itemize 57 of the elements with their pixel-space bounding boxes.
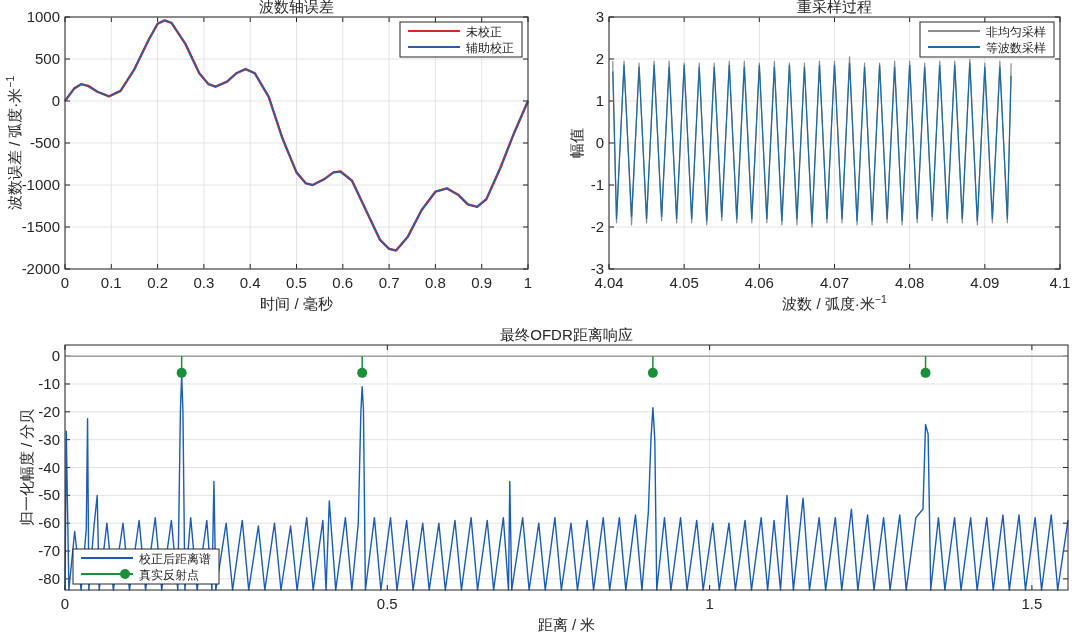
y-tick-label: -80 <box>38 569 60 587</box>
legend-label: 辅助校正 <box>466 41 514 55</box>
x-tick-label: 4.09 <box>970 274 1000 291</box>
x-tick-label: 0.1 <box>100 274 122 291</box>
y-tick-label: -60 <box>38 514 60 532</box>
legend-label: 非均匀采样 <box>986 25 1046 39</box>
y-tick-label: 2 <box>595 50 604 67</box>
y-tick-label: -40 <box>38 458 60 476</box>
legend-label: 等波数采样 <box>986 41 1046 55</box>
x-tick-label: 4.05 <box>669 274 699 291</box>
x-axis-title: 波数 / 弧度·米$^{−1}$ <box>782 293 887 312</box>
x-tick-label: 0.4 <box>239 274 261 291</box>
y-tick-label: -1500 <box>21 218 60 235</box>
y-tick-label: 3 <box>595 8 604 25</box>
y-tick-label: -70 <box>38 542 60 560</box>
y-tick-label: 1 <box>595 92 604 109</box>
legend-label: 未校正 <box>466 25 502 39</box>
y-tick-label: -3 <box>590 260 604 277</box>
x-tick-label: 0.9 <box>471 274 493 291</box>
y-axis-title: 幅值 <box>568 128 585 158</box>
x-tick-label: 4.08 <box>895 274 925 291</box>
chart-title: 最终OFDR距离响应 <box>500 326 633 343</box>
y-tick-label: -2 <box>590 218 604 235</box>
x-tick-label: 4.07 <box>819 274 850 291</box>
y-tick-label: -30 <box>38 430 60 448</box>
y-tick-label: 0 <box>51 347 60 365</box>
x-tick-label: 0.2 <box>147 274 169 291</box>
y-tick-label: -500 <box>29 134 60 151</box>
x-tick-label: 0.5 <box>376 595 398 612</box>
y-axis-title: 归一化幅度 / 分贝 <box>18 408 35 527</box>
x-tick-label: 0.8 <box>424 274 446 291</box>
chart-title: 重采样过程 <box>797 0 872 15</box>
legend-label: 校正后距离谱 <box>138 552 211 566</box>
x-tick-label: 0.3 <box>193 274 215 291</box>
x-tick-label: 0.6 <box>332 274 354 291</box>
y-tick-label: 0 <box>51 92 60 109</box>
x-tick-label: 0.5 <box>286 274 307 291</box>
x-axis-title: 时间 / 毫秒 <box>260 295 333 312</box>
x-axis-title: 距离 / 米 <box>537 616 596 633</box>
y-tick-label: -20 <box>38 402 60 420</box>
x-tick-label: 1 <box>523 274 533 291</box>
x-tick-label: 1 <box>705 595 714 612</box>
y-tick-label: -1000 <box>21 176 60 193</box>
chart-title: 波数轴误差 <box>259 0 334 15</box>
x-tick-label: 0.7 <box>378 274 400 291</box>
y-tick-label: 1000 <box>26 8 60 25</box>
x-tick-label: 4.1 <box>1049 274 1071 291</box>
y-tick-label: -2000 <box>21 260 60 277</box>
x-tick-label: 1.5 <box>1021 595 1043 612</box>
y-tick-label: 0 <box>595 134 604 151</box>
y-tick-label: -1 <box>590 176 604 193</box>
y-tick-label: 500 <box>34 50 60 67</box>
x-tick-label: 4.04 <box>594 274 624 291</box>
x-tick-label: 4.06 <box>744 274 774 291</box>
y-tick-label: -10 <box>38 374 60 392</box>
legend-label: 真实反射点 <box>139 568 199 582</box>
y-tick-label: -50 <box>38 486 60 504</box>
